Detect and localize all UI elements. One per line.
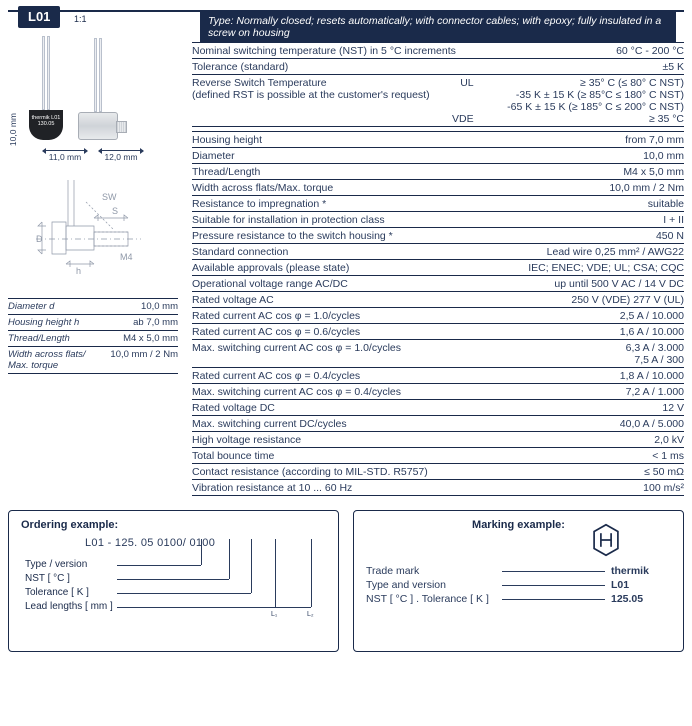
spec-row: Available approvals (please state)IEC; E… [192,260,684,276]
marking-card: Marking example: Trade mark thermik Type… [353,510,684,652]
mini-row: Width across flats/ Max. torque 10,0 mm … [8,347,178,374]
dim-width2: 12,0 mm [99,150,143,162]
product-badge: L01 [18,6,60,28]
svg-text:h: h [76,266,81,276]
marking-rows: Trade mark thermik Type and version L01 … [366,565,671,605]
spec-row: Contact resistance (according to MIL-STD… [192,464,684,480]
top-bar: L01 1:1 Type: Normally closed; resets au… [8,6,684,30]
spec-row: Resistance to impregnation *suitable [192,196,684,212]
ordering-diagram: Type / version NST [ °C ] Tolerance [ K … [117,559,326,637]
mini-row: Housing height h ab 7,0 mm [8,315,178,331]
spec-row: Max. switching current AC cos φ = 1.0/cy… [192,340,684,368]
trademark-icon [589,523,623,560]
spec-row: Diameter10,0 mm [192,148,684,164]
marking-row: Type and version L01 [366,579,671,591]
spec-row: Rated current AC cos φ = 1.0/cycles2,5 A… [192,308,684,324]
main-row: 10,0 mm thermik L01 130.05 11,0 mm [8,32,684,496]
spec-row: Standard connectionLead wire 0,25 mm² / … [192,244,684,260]
spec-row: High voltage resistance2,0 kV [192,432,684,448]
spec-row: Max. switching current DC/cycles40,0 A /… [192,416,684,432]
dim-width1: 11,0 mm [43,150,87,162]
spec-row: Nominal switching temperature (NST) in 5… [192,43,684,59]
cap-text: thermik L01 130.05 [29,110,63,127]
ordering-card: Ordering example: L01 - 125. 05 0100/ 01… [8,510,339,652]
page: L01 1:1 Type: Normally closed; resets au… [0,0,692,660]
spec-row: Tolerance (standard) ±5 K [192,59,684,75]
mini-row: Diameter d 10,0 mm [8,299,178,315]
svg-text:M4: M4 [120,252,133,262]
spec-row: Rated current AC cos φ = 0.4/cycles1,8 A… [192,368,684,384]
type-bar: Type: Normally closed; resets automatica… [200,12,676,43]
spec-row: Width across flats/Max. torque10,0 mm / … [192,180,684,196]
mini-spec-table: Diameter d 10,0 mm Housing height h ab 7… [8,298,178,374]
svg-text:D: D [36,234,43,244]
spec-row: Rated voltage DC12 V [192,400,684,416]
spec-table: Nominal switching temperature (NST) in 5… [192,32,684,496]
left-column: 10,0 mm thermik L01 130.05 11,0 mm [8,32,192,496]
spec-row: Vibration resistance at 10 ... 60 Hz100 … [192,480,684,496]
spec-row: Thread/LengthM4 x 5,0 mm [192,164,684,180]
ordering-title: Ordering example: [21,519,326,531]
marking-title: Marking example: [366,519,671,531]
spec-row: Max. switching current AC cos φ = 0.4/cy… [192,384,684,400]
spec-row: Pressure resistance to the switch housin… [192,228,684,244]
bottom-row: Ordering example: L01 - 125. 05 0100/ 01… [8,510,684,652]
spec-row: Rated voltage AC250 V (VDE) 277 V (UL) [192,292,684,308]
marking-row: Trade mark thermik [366,565,671,577]
ordering-code: L01 - 125. 05 0100/ 0100 [85,537,326,549]
spec-row: Total bounce time< 1 ms [192,448,684,464]
technical-drawing: SW S D h M4 [16,172,176,292]
svg-text:SW: SW [102,192,117,202]
dim-height-label: 10,0 mm [8,113,18,146]
spec-row: Suitable for installation in protection … [192,212,684,228]
spec-row: Rated current AC cos φ = 0.6/cycles1,6 A… [192,324,684,340]
mini-row: Thread/Length M4 x 5,0 mm [8,331,178,347]
scale-label: 1:1 [74,14,87,24]
svg-text:S: S [112,206,118,216]
spec-row: Reverse Switch Temperature (defined RST … [192,75,684,127]
spec-row: Operational voltage range AC/DCup until … [192,276,684,292]
marking-row: NST [ °C ] . Tolerance [ K ] 125.05 [366,593,671,605]
hex-nut-icon [78,112,118,140]
product-diagram: 10,0 mm thermik L01 130.05 11,0 mm [8,36,178,162]
spec-row: Housing heightfrom 7,0 mm [192,132,684,148]
